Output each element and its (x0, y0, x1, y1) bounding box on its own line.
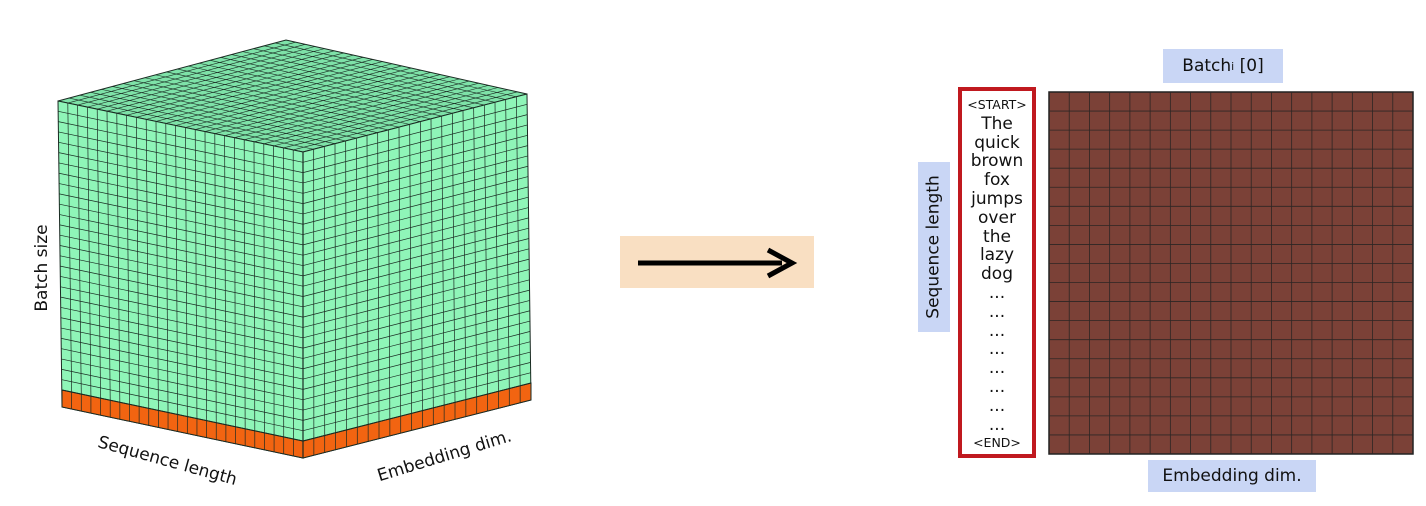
token-item: ... (988, 301, 1006, 322)
token-item: ... (988, 339, 1006, 360)
token-item: lazy (979, 245, 1015, 266)
token-item: dog (981, 264, 1013, 285)
token-item: ... (988, 282, 1006, 303)
token-item: ... (988, 320, 1006, 341)
right-arrow-icon (638, 247, 798, 279)
transform-arrow-box (620, 236, 814, 288)
cube-right-grid (302, 96, 531, 439)
token-item: over (978, 207, 1016, 228)
cube-left-grid (58, 103, 304, 439)
embedding-dim-label: Embedding dim. (375, 426, 514, 486)
token-item: ... (988, 376, 1006, 397)
cube-top-grid (67, 41, 518, 151)
token-item: the (983, 226, 1011, 247)
embedding-matrix (1048, 91, 1414, 455)
token-item: jumps (971, 188, 1023, 209)
token-sequence-box: <START> The quick brown fox jumps over the lazy d… (958, 87, 1036, 458)
token-item: fox (984, 170, 1010, 191)
batch-size-label: Batch size (32, 224, 52, 311)
token-list: <START> The quick brown fox jumps over the lazy d… (962, 91, 1032, 453)
highlight-strip-grid (61, 152, 532, 458)
token-item: ... (988, 414, 1006, 435)
token-item: quick (974, 132, 1020, 153)
batch-title-label: Batch i [0] (1163, 49, 1283, 83)
token-item: <END> (973, 435, 1021, 451)
token-item: The (981, 113, 1013, 134)
token-item: <START> (967, 97, 1027, 112)
sequence-length-axis-label: Sequence length (918, 162, 950, 332)
sequence-length-label: Sequence length (96, 432, 240, 490)
token-item: ... (988, 358, 1006, 379)
embedding-dim-axis-label: Embedding dim. (1148, 460, 1316, 492)
matrix-grid (1049, 92, 1413, 454)
tensor-cube: Batch size Sequence length Embedding dim… (32, 39, 532, 490)
token-item: ... (988, 395, 1006, 416)
token-item: brown (970, 151, 1024, 172)
